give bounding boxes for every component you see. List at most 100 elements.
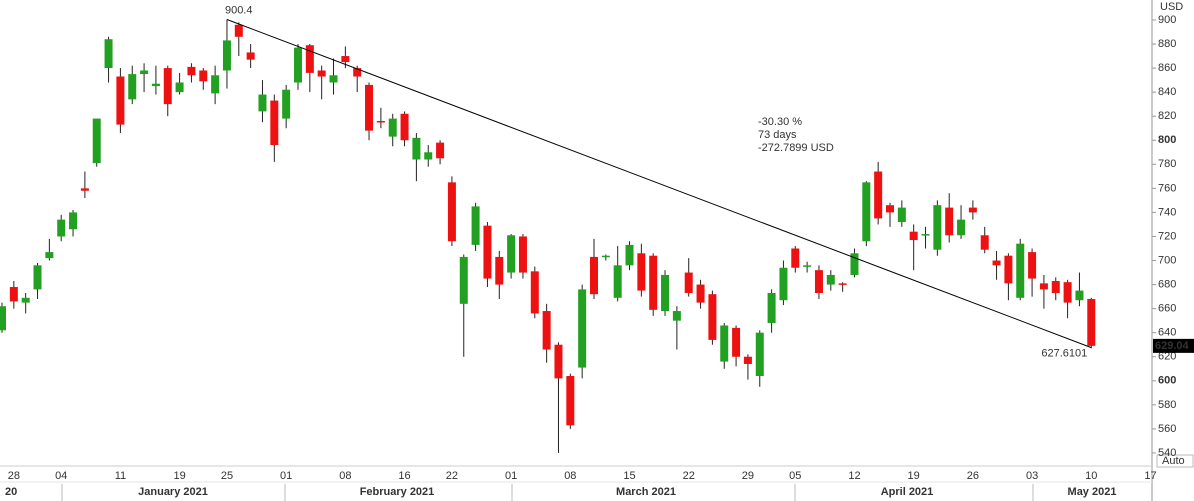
- x-tick-label: 26: [967, 470, 979, 482]
- candle-body: [767, 293, 776, 324]
- x-tick-label: 08: [564, 470, 576, 482]
- candle-body: [862, 182, 871, 242]
- candle-body: [708, 294, 717, 340]
- candle-body: [222, 40, 231, 71]
- x-tick-label: 19: [173, 470, 185, 482]
- y-tick-label: 820: [1158, 110, 1176, 122]
- currency-label: USD: [1160, 1, 1183, 13]
- x-tick-label: 01: [280, 470, 292, 482]
- candle-body: [1075, 290, 1084, 301]
- y-tick-label: 540: [1158, 447, 1176, 459]
- month-label: February 2021: [360, 486, 435, 498]
- candle-body: [92, 118, 101, 164]
- x-tick-label: 05: [789, 470, 801, 482]
- y-tick-label: 640: [1158, 327, 1176, 339]
- candle-body: [270, 100, 279, 146]
- candle-body: [234, 24, 243, 37]
- candle-body: [1087, 299, 1096, 346]
- candle-body: [838, 283, 847, 285]
- candle-body: [436, 142, 445, 159]
- x-tick-label: 01: [505, 470, 517, 482]
- candle-body: [791, 248, 800, 268]
- candle-body: [104, 39, 113, 69]
- candle-body: [874, 171, 883, 219]
- auto-label: Auto: [1162, 455, 1185, 467]
- last-price-box: [1153, 338, 1194, 353]
- candle-body: [1051, 280, 1060, 294]
- month-label: January 2021: [138, 486, 208, 498]
- candle-body: [743, 356, 752, 364]
- candle-body: [329, 75, 338, 83]
- candle-body: [590, 256, 598, 295]
- candle-body: [755, 332, 764, 376]
- auto-box: [1156, 454, 1194, 468]
- candle-body: [826, 274, 835, 285]
- last-price-label: 629.04: [1155, 340, 1190, 352]
- x-tick-label: 15: [623, 470, 635, 482]
- candle-body: [69, 212, 78, 230]
- candle-body: [957, 219, 966, 236]
- candle-body: [33, 265, 42, 290]
- candle-body: [424, 152, 433, 160]
- candle-body: [578, 289, 587, 368]
- trend-end-label: 627.6101: [1041, 348, 1087, 360]
- month-label: May 2021: [1068, 486, 1117, 498]
- candle-body: [365, 84, 374, 131]
- candle-body: [471, 206, 480, 245]
- x-tick-label: 03: [1026, 470, 1038, 482]
- candle-body: [897, 207, 906, 223]
- candle-body: [21, 297, 30, 303]
- candle-body: [992, 260, 1001, 266]
- y-tick-label: 740: [1158, 206, 1176, 218]
- candle-body: [353, 68, 362, 77]
- candle-body: [803, 265, 812, 267]
- candle-body: [199, 70, 208, 82]
- candle-body: [530, 271, 539, 314]
- candle-body: [376, 121, 385, 123]
- candle-body: [140, 70, 149, 75]
- candle-body: [1028, 252, 1037, 279]
- candle-body: [0, 306, 6, 331]
- candle-body: [151, 83, 160, 87]
- x-tick-label: 19: [908, 470, 920, 482]
- candle-body: [1039, 283, 1048, 290]
- x-tick-label: 10: [1085, 470, 1097, 482]
- candle-body: [779, 267, 788, 301]
- measure-text: 73 days: [758, 129, 797, 141]
- candle-body: [211, 75, 220, 94]
- x-tick-label: 08: [339, 470, 351, 482]
- candle-body: [518, 236, 527, 273]
- candle-body: [921, 234, 930, 236]
- x-tick-label: 16: [398, 470, 410, 482]
- candle-body: [317, 70, 326, 77]
- candle-body: [1004, 255, 1013, 284]
- x-tick-label: 25: [221, 470, 233, 482]
- candle-body: [968, 207, 977, 213]
- candle-body: [495, 256, 504, 285]
- y-tick-label: 800: [1158, 134, 1176, 146]
- x-tick-label: 12: [848, 470, 860, 482]
- candle-body: [294, 47, 302, 83]
- y-tick-label: 560: [1158, 423, 1176, 435]
- candle-body: [246, 52, 255, 60]
- y-tick-label: 780: [1158, 158, 1176, 170]
- candle-body: [341, 56, 350, 63]
- candle-body: [649, 255, 658, 310]
- candle-body: [909, 231, 918, 241]
- candle-body: [187, 66, 196, 76]
- candle-body: [980, 235, 989, 250]
- candle-body: [696, 284, 705, 303]
- y-tick-label: 600: [1158, 375, 1176, 387]
- candle-body: [388, 118, 397, 137]
- y-tick-label: 660: [1158, 303, 1176, 315]
- candle-body: [400, 113, 409, 141]
- candle-body: [672, 311, 681, 321]
- x-tick-label: 29: [742, 470, 754, 482]
- candle-body: [945, 207, 954, 236]
- y-tick-label: 880: [1158, 38, 1176, 50]
- candle-body: [625, 244, 634, 266]
- y-tick-label: 700: [1158, 254, 1176, 266]
- y-tick-label: 620: [1158, 351, 1176, 363]
